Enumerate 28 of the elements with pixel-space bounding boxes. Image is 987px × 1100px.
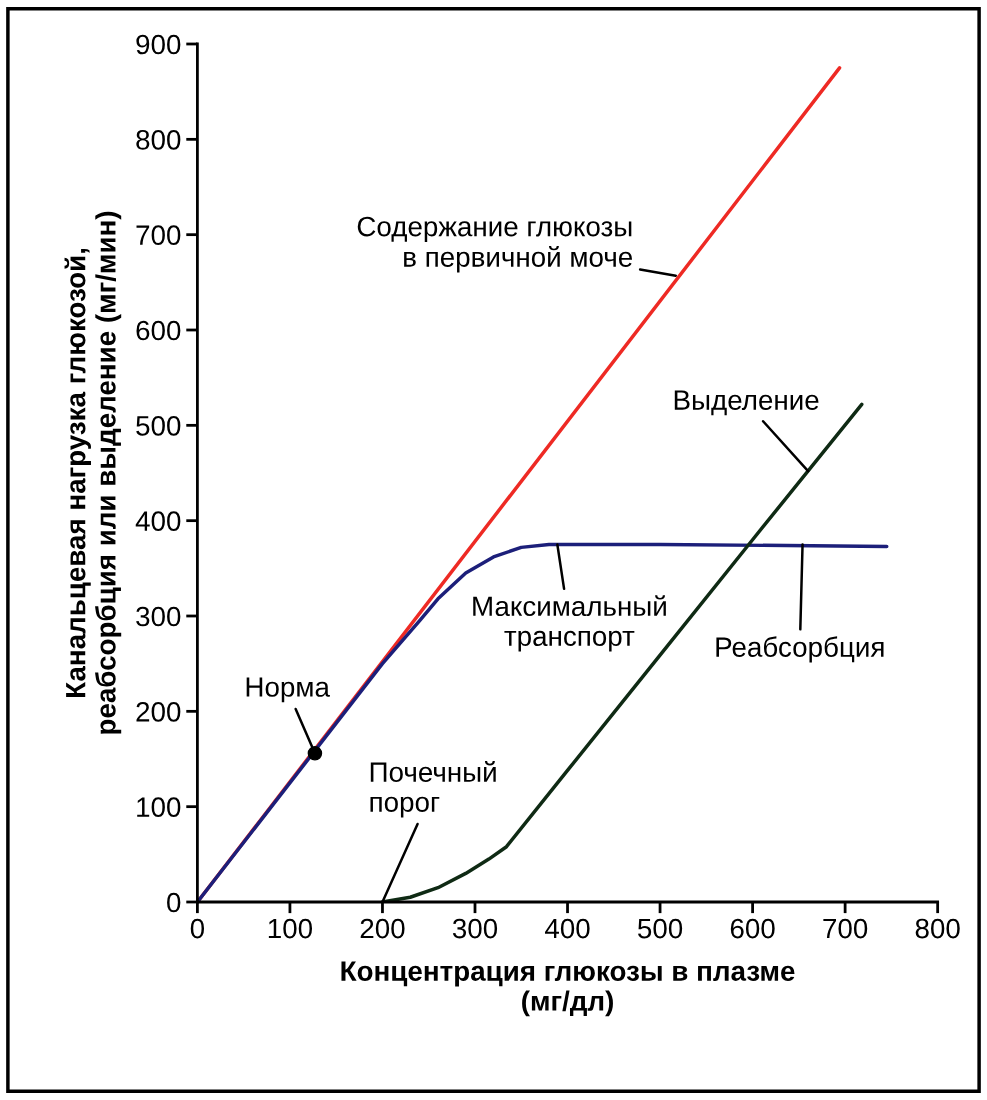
y-tick-label: 500 xyxy=(136,416,181,436)
annotation: Норма xyxy=(246,677,330,703)
annotation: Реабсорбция xyxy=(716,636,884,663)
x-tick-label: 400 xyxy=(544,918,590,939)
x-tick-label: 600 xyxy=(730,918,775,939)
y-axis-title: Канальцевая нагрузка глюкозой, реабсорбция или выделение (мг/мин) xyxy=(64,211,122,734)
annotation: Почечный порог xyxy=(370,761,496,818)
annotation: Содержание глюкозы в первичной моче xyxy=(357,216,632,273)
x-tick-label: 500 xyxy=(638,918,683,939)
x-tick-label: 800 xyxy=(915,918,960,939)
x-tick-label: 100 xyxy=(268,918,313,939)
annotation: Выделение xyxy=(674,390,819,416)
line-series xyxy=(197,542,889,902)
x-tick-label: 200 xyxy=(360,918,405,939)
y-tick-label: 100 xyxy=(137,797,181,818)
x-tick-label: 300 xyxy=(452,918,498,939)
y-tick-label: 700 xyxy=(136,225,181,246)
x-axis-title: Концентрация глюкозы в плазме (мг/дл) xyxy=(341,961,795,1017)
x-tick-label: 700 xyxy=(823,918,868,939)
y-tick-label: 600 xyxy=(136,320,181,341)
y-tick-label: 900 xyxy=(136,34,181,55)
x-tick-label: 0 xyxy=(190,918,205,939)
y-tick-label: 200 xyxy=(136,702,181,722)
y-tick-label: 300 xyxy=(136,606,181,627)
annotation: Максимальный транспорт xyxy=(473,595,666,652)
y-tick-label: 0 xyxy=(167,892,181,913)
y-tick-label: 400 xyxy=(135,511,181,532)
y-tick-label: 800 xyxy=(136,130,181,150)
